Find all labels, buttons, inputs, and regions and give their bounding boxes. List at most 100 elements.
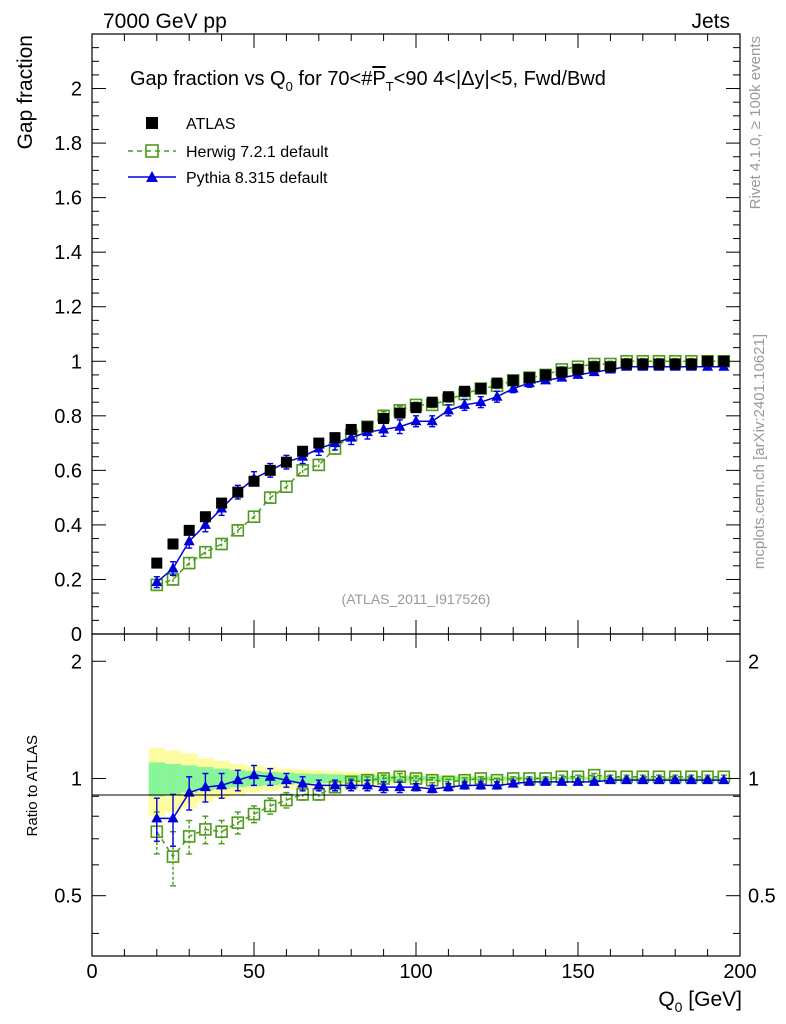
atlas-point <box>345 423 357 435</box>
atlas-point <box>232 486 244 498</box>
atlas-point <box>604 361 616 373</box>
y-tick-label: 0 <box>71 624 82 646</box>
herwig-ratio-line <box>156 774 724 858</box>
atlas-point <box>313 437 325 449</box>
pythia-ratio-point <box>151 812 163 823</box>
legend-pythia-marker <box>146 171 158 182</box>
y-tick-label: 0.2 <box>54 569 82 591</box>
legend-pythia-label: Pythia 8.315 default <box>186 170 328 187</box>
pythia-ratio-point <box>442 781 454 792</box>
atlas-point <box>280 456 292 468</box>
pythia-ratio-point <box>345 779 357 790</box>
mcplots-label: mcplots.cern.ch [arXiv:2401.10621] <box>751 334 768 569</box>
pythia-ratio-point <box>475 779 487 790</box>
ratio-y-axis-label: Ratio to ATLAS <box>24 735 41 836</box>
ratio-band-inner <box>326 774 344 783</box>
atlas-point <box>718 355 730 367</box>
y-tick-label: 2 <box>71 79 82 101</box>
energy-label: 7000 GeV pp <box>103 10 227 33</box>
ratio-tick-label: 0.5 <box>54 886 82 908</box>
atlas-point <box>669 358 681 370</box>
x-tick-label: 200 <box>723 961 756 983</box>
herwig-point <box>247 510 261 524</box>
axis-ticks: 0 50 100 150 200 0 0.2 0.4 0.6 0.8 1 1.2 1.4 1.6 1.8 2 0… <box>54 33 776 983</box>
pythia-ratio-point <box>702 774 714 785</box>
ratio-tick-label-right: 1 <box>748 768 759 790</box>
pythia-ratio-point <box>280 774 292 785</box>
analysis-watermark: (ATLAS_2011_I917526) <box>342 591 491 607</box>
atlas-point <box>426 396 438 408</box>
herwig-point <box>312 458 326 472</box>
pythia-point <box>426 415 438 426</box>
atlas-point <box>523 372 535 384</box>
y-tick-label: 1 <box>71 351 82 373</box>
pythia-point <box>394 420 406 431</box>
pythia-ratio-point <box>378 781 390 792</box>
atlas-point <box>572 363 584 375</box>
x-label-main: Q <box>658 988 674 1011</box>
pythia-ratio-point <box>604 774 616 785</box>
pythia-ratio-point <box>507 777 519 788</box>
pythia-point <box>167 562 179 573</box>
legend: ATLAS Herwig 7.2.1 default Pythia 8.315 … <box>128 116 329 187</box>
pythia-ratio-point <box>491 779 503 790</box>
herwig-ratio-point <box>182 830 196 843</box>
title-overline: P <box>372 68 385 90</box>
pythia-point <box>345 431 357 442</box>
herwig-ratio-point <box>247 807 261 821</box>
x-tick-label: 150 <box>561 961 594 983</box>
y-axis-label: Gap fraction <box>14 35 37 149</box>
title-suffix: <90 4<|Δy|<5, Fwd/Bwd <box>394 68 606 90</box>
pythia-ratio-point <box>183 786 195 797</box>
legend-atlas-marker <box>146 117 158 129</box>
pythia-point <box>378 423 390 434</box>
x-tick-label: 0 <box>86 961 97 983</box>
title-overline-sub: T <box>386 79 394 94</box>
legend-herwig-label: Herwig 7.2.1 default <box>186 144 329 161</box>
atlas-point <box>588 361 600 373</box>
y-tick-label: 0.6 <box>54 460 82 482</box>
rivet-version-label: Rivet 4.1.0, ≥ 100k events <box>747 36 764 209</box>
atlas-point <box>183 524 195 536</box>
pythia-point <box>151 576 163 587</box>
atlas-point <box>216 497 228 509</box>
pythia-point <box>199 518 211 529</box>
pythia-ratio-point <box>621 774 633 785</box>
pythia-ratio-point <box>572 775 584 786</box>
herwig-point <box>215 537 228 551</box>
herwig-point <box>231 524 245 537</box>
pythia-ratio-point <box>669 774 681 785</box>
atlas-point <box>442 391 454 403</box>
atlas-point <box>167 538 179 550</box>
atlas-point <box>621 358 633 370</box>
atlas-point <box>556 366 568 378</box>
herwig-point <box>263 491 277 504</box>
atlas-point <box>507 374 519 386</box>
atlas-point <box>685 358 697 370</box>
ratio-tick-label: 2 <box>71 651 82 673</box>
pythia-ratio-point <box>685 774 697 785</box>
atlas-point <box>702 355 714 367</box>
title-sub: 0 <box>286 79 293 94</box>
pythia-ratio-point <box>199 781 211 792</box>
pythia-point <box>442 404 454 415</box>
herwig-ratio-point <box>215 825 228 838</box>
x-label-sub: 0 <box>675 999 683 1015</box>
atlas-point <box>653 358 665 370</box>
herwig-ratio-point <box>199 823 212 836</box>
pythia-point <box>491 390 503 401</box>
title-mid: for 70<# <box>293 68 373 90</box>
pythia-ratio-point <box>426 782 438 793</box>
pythia-ratio-point <box>653 774 665 785</box>
ratio-tick-label-right: 0.5 <box>748 886 776 908</box>
ratio-band-inner <box>440 776 457 781</box>
x-tick-label: 50 <box>243 961 265 983</box>
atlas-point <box>394 407 406 419</box>
pythia-ratio-point <box>588 775 600 786</box>
ratio-tick-label: 1 <box>71 768 82 790</box>
ratio-band-inner <box>164 763 182 795</box>
legend-atlas-label: ATLAS <box>186 116 236 133</box>
y-tick-label: 1.2 <box>54 297 82 319</box>
atlas-point <box>637 358 649 370</box>
